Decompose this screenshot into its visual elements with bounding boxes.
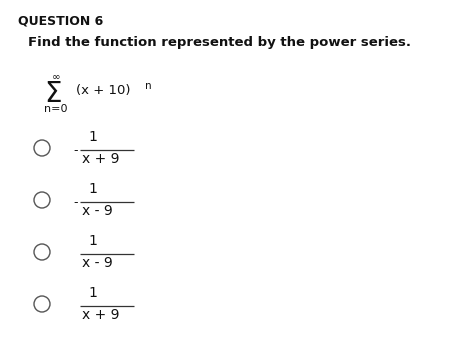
Text: -: - — [73, 144, 77, 157]
Text: x - 9: x - 9 — [82, 204, 112, 218]
Text: n: n — [145, 81, 152, 91]
Text: n=0: n=0 — [44, 104, 67, 114]
Text: (x + 10): (x + 10) — [76, 84, 130, 97]
Text: x - 9: x - 9 — [82, 256, 112, 270]
Text: ∞: ∞ — [52, 72, 61, 82]
Text: 1: 1 — [88, 234, 96, 248]
Text: x + 9: x + 9 — [82, 152, 119, 166]
Text: 1: 1 — [88, 182, 96, 196]
Text: Find the function represented by the power series.: Find the function represented by the pow… — [28, 36, 410, 49]
Text: 1: 1 — [88, 286, 96, 300]
Text: Σ: Σ — [44, 80, 61, 108]
Text: -: - — [73, 196, 77, 209]
Text: QUESTION 6: QUESTION 6 — [18, 14, 103, 27]
Text: 1: 1 — [88, 130, 96, 144]
Text: x + 9: x + 9 — [82, 308, 119, 322]
